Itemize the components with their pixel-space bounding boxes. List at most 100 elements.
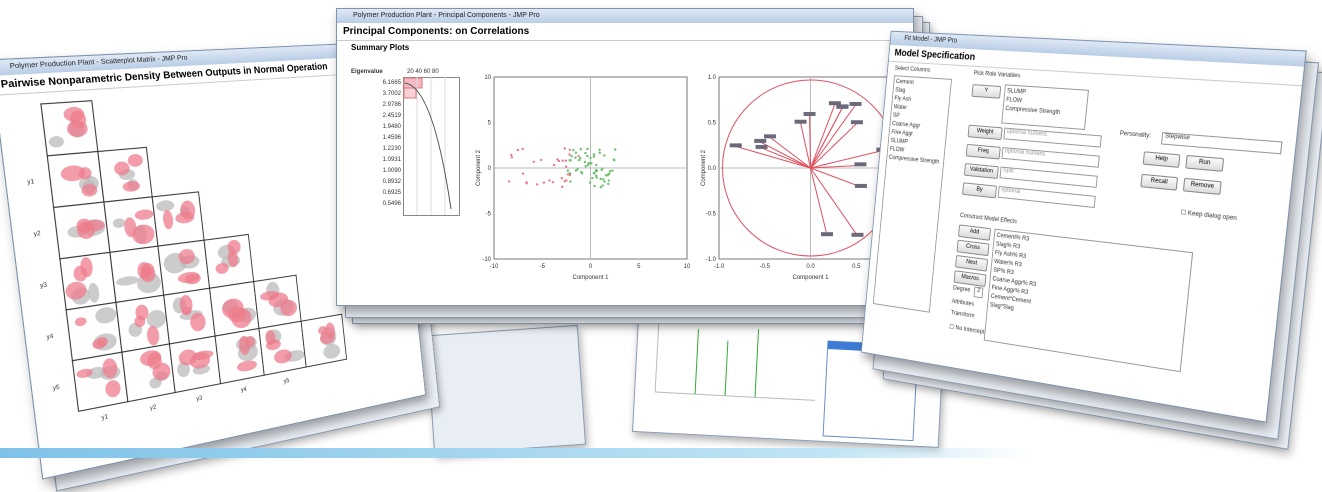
y-tick-label: -5 [486,212,492,218]
button[interactable]: Remove [1183,178,1222,195]
score-point [533,161,535,163]
score-point [522,172,524,174]
score-point [565,160,567,162]
y-tick-label: 0.5 [708,121,717,127]
degree-box[interactable]: 2 [974,287,984,299]
window-title: Fit Model - JMP Pro [904,35,957,44]
loading-label [795,120,807,124]
score-point [611,170,613,172]
button[interactable]: Run [1185,155,1224,172]
eigenvalue: 3.7002 [351,89,401,100]
score-point [580,148,582,150]
score-point [569,159,571,161]
y-tick-label: -0.5 [706,212,717,218]
score-point [591,177,593,179]
score-point [569,149,571,151]
score-point [608,179,610,181]
eigenvalue: 2.4519 [351,111,401,122]
score-point [577,155,579,157]
score-point [607,173,609,175]
score-point [603,180,605,182]
button[interactable]: Recall [1140,174,1178,191]
score-point [569,180,571,182]
axis-label: y1 [27,179,35,186]
loading-label [829,101,841,105]
score-point [570,155,572,157]
x-tick-label: -0.5 [760,264,771,270]
axis-label: y2 [150,405,158,412]
x-tick-label: -5 [540,264,546,270]
button[interactable]: Macros [954,270,987,287]
eigenvalue: 1.0931 [351,155,401,166]
option-label: Transform [950,310,974,319]
score-point [593,185,595,187]
score-point [586,148,588,150]
score-point [596,169,598,171]
x-tick-label: 0 [589,264,593,270]
y-tick-label: 0.0 [708,166,717,172]
section-title: Summary Plots [337,41,913,54]
button[interactable]: Cross [957,240,990,257]
score-point [561,186,563,188]
score-point [543,181,545,183]
eigenvalue: 0.6925 [351,188,401,199]
footer-bar [0,448,1030,458]
checkbox[interactable]: ☐ No Intercept [949,323,985,335]
button[interactable]: Weight [968,125,1003,140]
score-point [517,149,519,151]
axis-label: y4 [241,387,248,394]
score-point [576,168,578,170]
score-point [521,148,523,150]
back-window [426,325,586,455]
button[interactable]: Freq [966,144,1001,160]
button[interactable]: Help [1143,151,1181,168]
button[interactable]: Y [971,84,1001,99]
score-point [567,170,569,172]
window[interactable]: Fit Model - JMP Pro Model Specification … [861,31,1307,423]
eigenvalue: 1.0090 [351,166,401,177]
scree-plot [403,77,461,217]
button[interactable]: Nest [955,255,988,272]
x-axis-title: Component 1 [572,275,609,281]
score-point [584,161,586,163]
title-bar: Polymer Production Plant - Principal Com… [337,9,913,23]
score-point [574,156,576,158]
score-point [565,165,567,167]
x-tick-label: 0.5 [852,264,861,270]
button[interactable]: By [962,182,997,198]
checkbox[interactable]: ☐ Keep dialog open [1180,209,1237,222]
y-tick-label: 10 [484,75,491,81]
window[interactable]: Polymer Production Plant - Principal Com… [336,8,914,306]
label: Keep dialog open [1187,211,1237,222]
role-field[interactable]: Split [1000,167,1098,188]
role-field[interactable]: optional numeric [1003,128,1102,148]
role-field[interactable]: optional numeric [1001,147,1099,168]
score-point [569,172,571,174]
eigenvalue: 0.5496 [351,199,401,210]
dropdown[interactable]: Stepwise [1161,132,1283,154]
y-axis-title: Component 2 [701,149,707,186]
eigenvalue: 1.2230 [351,144,401,155]
button[interactable]: Validation [964,163,999,179]
score-point [584,165,586,167]
loading-label [821,232,833,236]
score-point [564,147,566,149]
loading-label [850,102,862,106]
loading-label [730,143,742,147]
score-point [589,181,591,183]
score-point [526,182,528,184]
axis-label: y5 [283,378,290,385]
score-point [562,160,564,162]
eigenvalue: 1.9480 [351,122,401,133]
button[interactable]: Add [958,224,991,240]
score-point [536,183,538,185]
score-point [548,179,550,181]
role-field[interactable]: optional [998,186,1096,208]
loading-label [756,145,768,149]
score-point [599,178,601,180]
score-point [508,180,510,182]
y-tick-label: 5 [488,121,492,127]
